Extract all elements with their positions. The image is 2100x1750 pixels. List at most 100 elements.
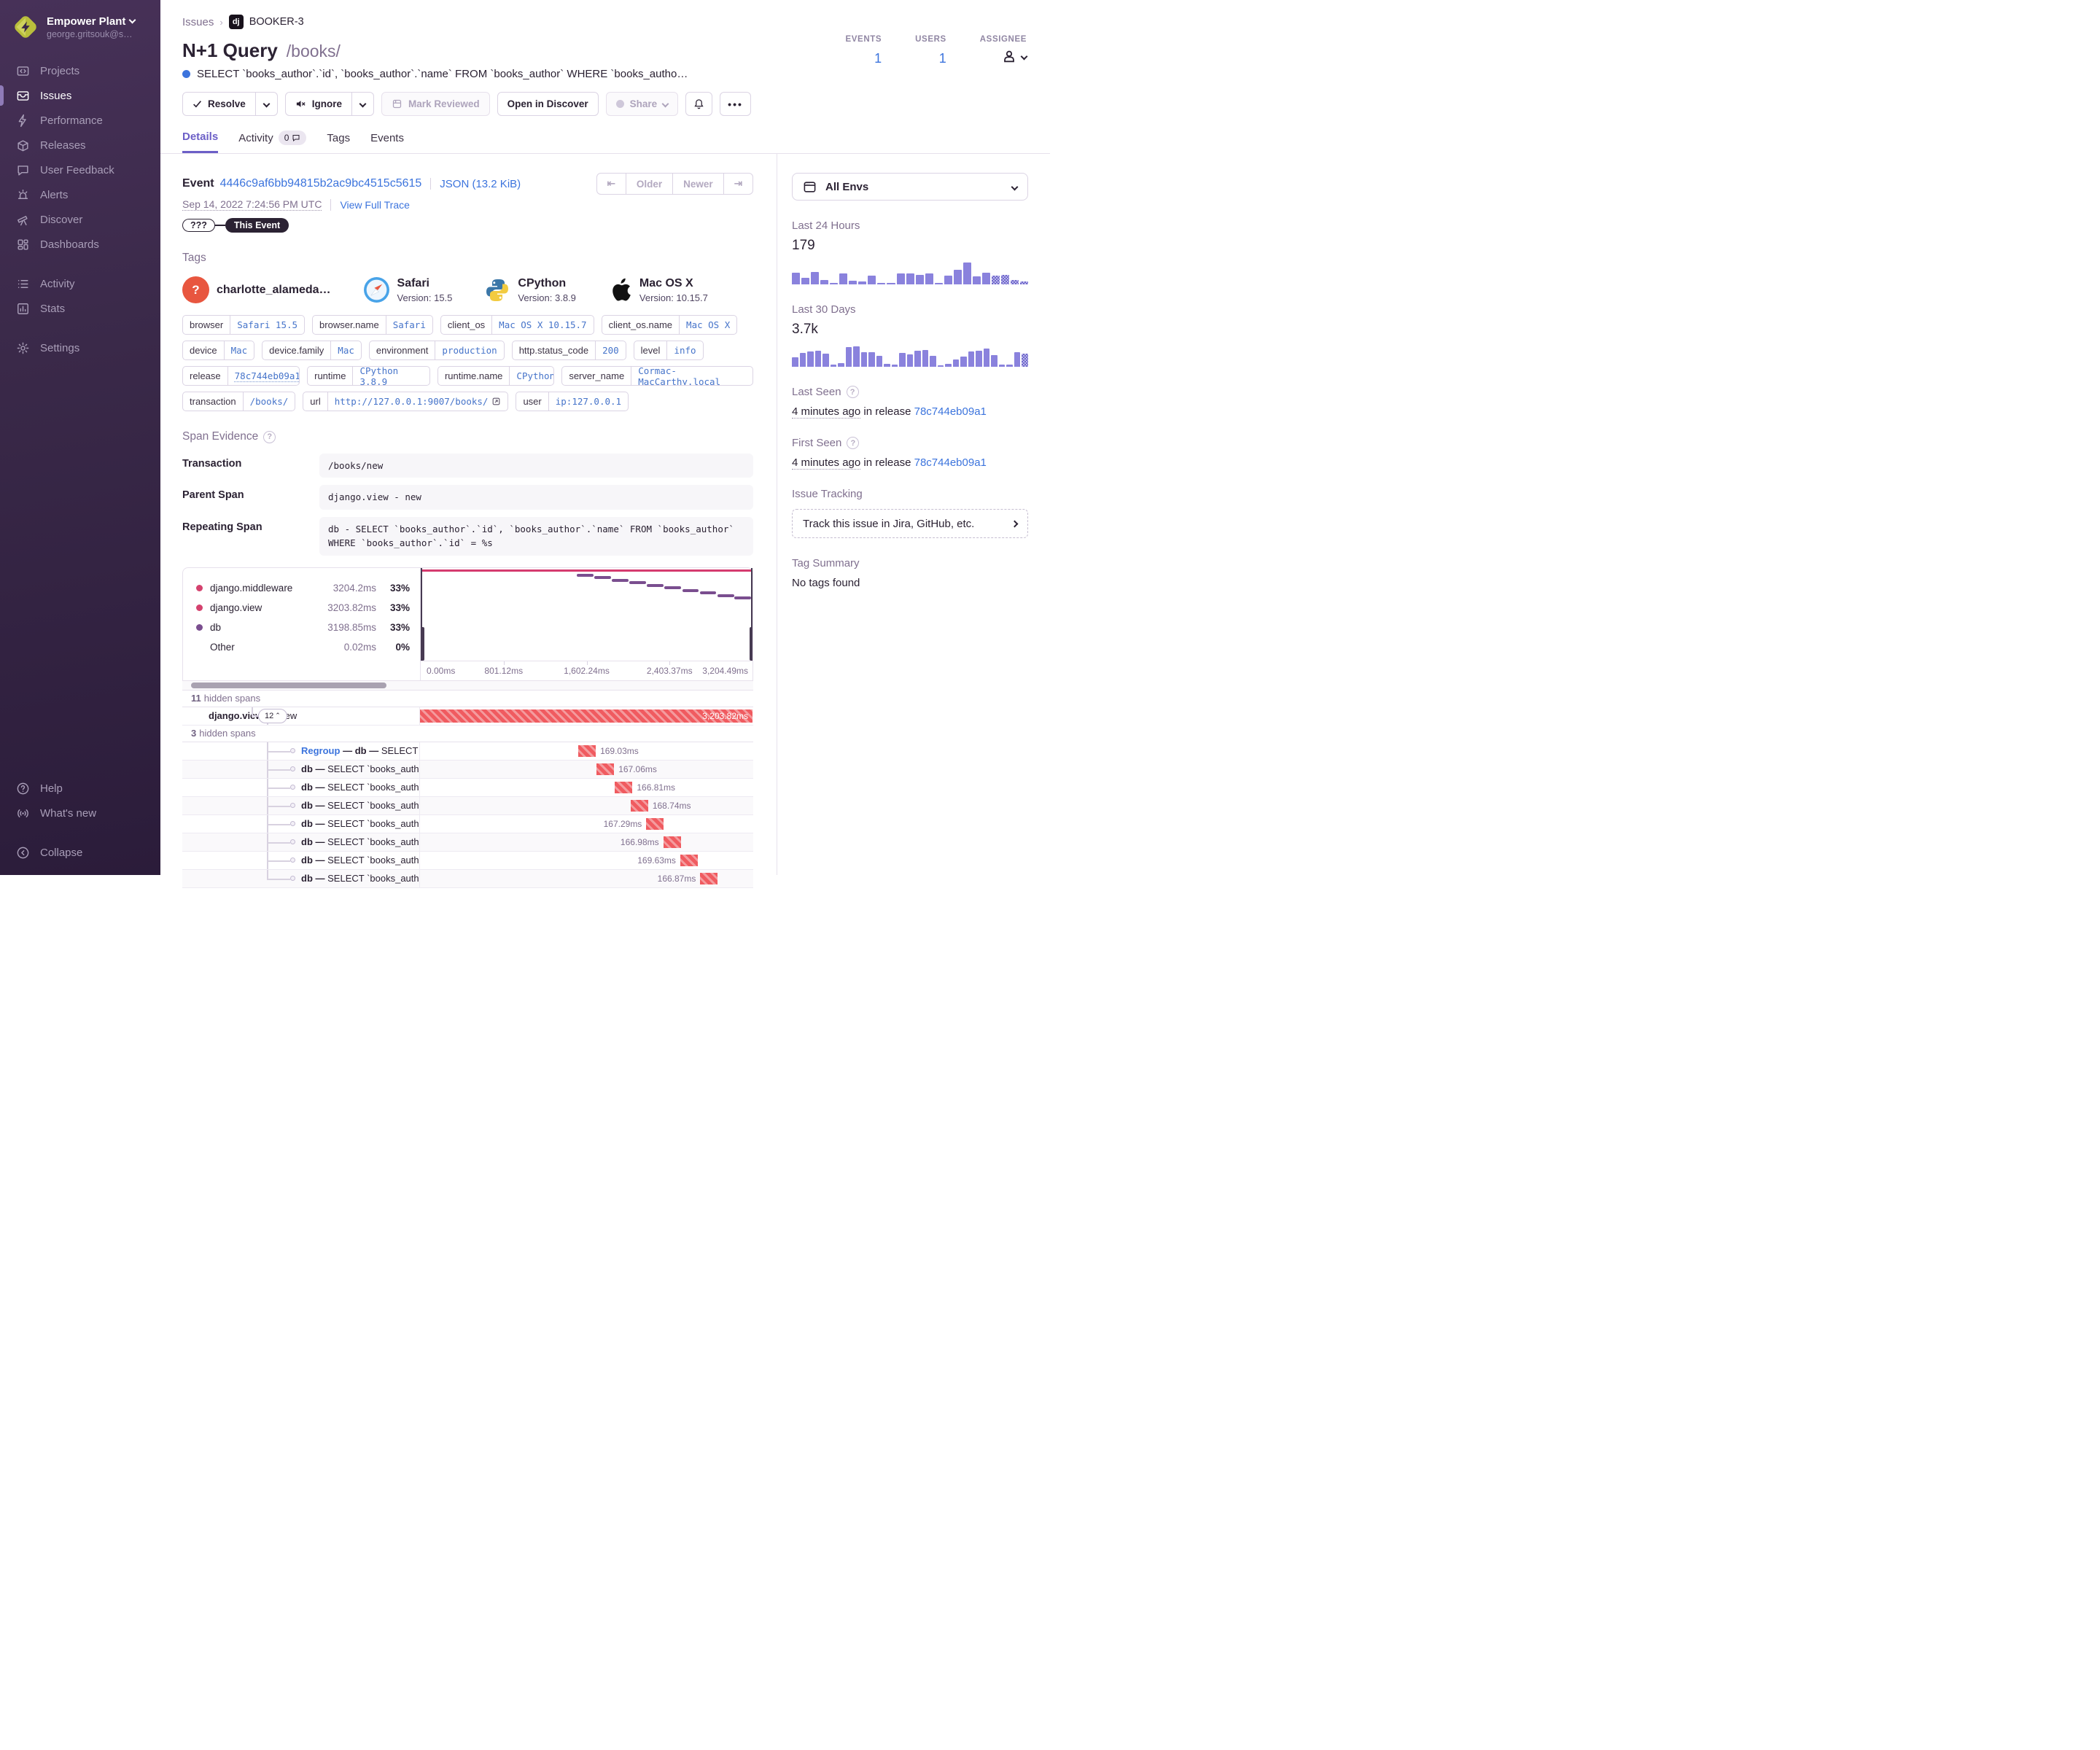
- tag-pill-browser.name[interactable]: browser.name Safari: [312, 315, 433, 335]
- tag-pill-device[interactable]: device Mac: [182, 341, 255, 360]
- resolve-button[interactable]: Resolve: [182, 92, 256, 116]
- featured-tag-user[interactable]: ? charlotte_alameda…: [182, 276, 331, 303]
- hidden-spans-row[interactable]: 11 hidden spans: [182, 691, 753, 707]
- tag-value[interactable]: production: [435, 341, 503, 359]
- span-duration-bar[interactable]: [680, 854, 698, 866]
- tag-pill-runtime.name[interactable]: runtime.name CPython: [437, 366, 555, 386]
- sidebar-item-discover[interactable]: Discover: [0, 207, 160, 232]
- tag-pill-http.status_code[interactable]: http.status_code 200: [511, 341, 626, 360]
- sidebar-item-issues[interactable]: Issues: [0, 83, 160, 108]
- json-download-link[interactable]: JSON (13.2 KiB): [440, 177, 521, 190]
- regroup-link[interactable]: Regroup: [301, 745, 341, 756]
- help-circle-icon[interactable]: ?: [846, 386, 859, 398]
- span-duration-bar[interactable]: [578, 744, 596, 757]
- span-row[interactable]: db — SELECT `books_author` 168.74ms: [182, 796, 753, 815]
- tag-pill-runtime[interactable]: runtime CPython 3.8.9: [307, 366, 430, 386]
- environment-select[interactable]: All Envs: [792, 173, 1028, 201]
- tab-details[interactable]: Details: [182, 131, 219, 153]
- tab-activity[interactable]: Activity 0: [238, 131, 307, 153]
- subscribe-bell-button[interactable]: [685, 92, 713, 116]
- hidden-spans-row[interactable]: 3 hidden spans: [182, 726, 753, 742]
- tab-tags[interactable]: Tags: [327, 131, 351, 144]
- more-actions-button[interactable]: •••: [720, 92, 751, 116]
- span-collapse-pill[interactable]: 12 ⌃: [258, 708, 287, 723]
- featured-tag-mac-os-x[interactable]: Mac OS X Version: 10.15.7: [608, 276, 708, 303]
- sidebar-item-collapse[interactable]: Collapse: [0, 840, 160, 865]
- span-row[interactable]: db — SELECT `books_author` 166.87ms: [182, 869, 753, 888]
- span-duration-bar[interactable]: [700, 872, 718, 884]
- tag-value[interactable]: Mac: [223, 341, 254, 359]
- tag-pill-client_os.name[interactable]: client_os.name Mac OS X: [601, 315, 738, 335]
- oldest-event-button[interactable]: ⇤: [597, 174, 626, 194]
- tag-pill-release[interactable]: release 78c744eb09a1: [182, 366, 300, 386]
- tag-value[interactable]: /books/: [242, 392, 295, 411]
- sidebar-item-alerts[interactable]: Alerts: [0, 182, 160, 207]
- sidebar-item-stats[interactable]: Stats: [0, 296, 160, 321]
- newest-event-button[interactable]: ⇥: [734, 178, 742, 189]
- release-link[interactable]: 78c744eb09a1: [914, 456, 987, 469]
- tag-value[interactable]: Mac OS X: [679, 316, 736, 334]
- sidebar-item-releases[interactable]: Releases: [0, 133, 160, 158]
- featured-tag-cpython[interactable]: CPython Version: 3.8.9: [484, 277, 576, 303]
- parent-span-bar[interactable]: 3,203.82ms: [420, 709, 752, 723]
- tag-value[interactable]: CPython: [509, 367, 553, 385]
- mark-reviewed-button[interactable]: Mark Reviewed: [381, 92, 490, 116]
- tag-value[interactable]: Mac: [330, 341, 361, 359]
- tag-pill-device.family[interactable]: device.family Mac: [262, 341, 362, 360]
- tag-value[interactable]: 78c744eb09a1: [227, 367, 299, 385]
- sidebar-item-projects[interactable]: Projects: [0, 58, 160, 83]
- tag-pill-transaction[interactable]: transaction /books/: [182, 392, 296, 411]
- tag-pill-client_os[interactable]: client_os Mac OS X 10.15.7: [440, 315, 594, 335]
- sidebar-item-performance[interactable]: Performance: [0, 108, 160, 133]
- tag-value[interactable]: info: [666, 341, 702, 359]
- tag-pill-server_name[interactable]: server_name Cormac-MacCarthy.local: [561, 366, 753, 386]
- span-row[interactable]: db — SELECT `books_author` 167.29ms: [182, 814, 753, 833]
- assignee-dropdown[interactable]: [980, 48, 1028, 64]
- share-button[interactable]: Share: [605, 92, 679, 116]
- help-circle-icon[interactable]: ?: [847, 437, 860, 449]
- minimap-left-handle[interactable]: [421, 567, 424, 661]
- featured-tag-safari[interactable]: Safari Version: 15.5: [363, 276, 452, 303]
- span-duration-bar[interactable]: [630, 799, 648, 812]
- span-duration-bar[interactable]: [663, 836, 681, 848]
- tag-pill-browser[interactable]: browser Safari 15.5: [182, 315, 306, 335]
- span-row[interactable]: db — SELECT `books_author` 166.81ms: [182, 778, 753, 797]
- span-tree-scrollbar[interactable]: [191, 682, 386, 688]
- sidebar-item-activity[interactable]: Activity: [0, 271, 160, 296]
- ignore-button[interactable]: Ignore: [284, 92, 353, 116]
- span-row[interactable]: db — SELECT `books_author` 167.06ms: [182, 760, 753, 779]
- release-link[interactable]: 78c744eb09a1: [914, 405, 987, 418]
- tag-pill-url[interactable]: url http://127.0.0.1:9007/books/: [303, 392, 509, 411]
- tab-events[interactable]: Events: [370, 131, 404, 144]
- breadcrumb-issues-link[interactable]: Issues: [182, 15, 214, 28]
- tag-value[interactable]: ip:127.0.0.1: [548, 392, 628, 411]
- span-duration-bar[interactable]: [596, 763, 615, 775]
- sidebar-item-user-feedback[interactable]: User Feedback: [0, 158, 160, 182]
- event-id-link[interactable]: 4446c9af6bb94815b2ac9bc4515c5615: [219, 177, 422, 190]
- newer-event-button[interactable]: Newer: [673, 174, 724, 194]
- sidebar-item-dashboards[interactable]: Dashboards: [0, 232, 160, 257]
- span-row[interactable]: db — SELECT `books_author` 166.98ms: [182, 833, 753, 852]
- this-event-pill[interactable]: This Event: [225, 218, 289, 233]
- span-row[interactable]: db — SELECT `books_author` 169.63ms: [182, 851, 753, 870]
- events-count[interactable]: 1: [874, 51, 882, 66]
- span-duration-bar[interactable]: [615, 781, 633, 793]
- open-in-discover-button[interactable]: Open in Discover: [497, 92, 599, 116]
- tag-value[interactable]: Safari: [385, 316, 432, 334]
- tag-value[interactable]: Safari 15.5: [230, 316, 304, 334]
- span-duration-bar[interactable]: [646, 817, 664, 830]
- org-switcher[interactable]: Empower Plant george.gritsouk@s…: [0, 13, 160, 51]
- tag-pill-environment[interactable]: environment production: [368, 341, 505, 360]
- breadcrumb-project[interactable]: BOOKER-3: [249, 16, 304, 28]
- older-event-button[interactable]: Older: [626, 174, 674, 194]
- tag-value[interactable]: Mac OS X 10.15.7: [491, 316, 593, 334]
- users-count[interactable]: 1: [938, 51, 946, 66]
- tag-value[interactable]: http://127.0.0.1:9007/books/: [327, 392, 508, 411]
- sidebar-item-help[interactable]: Help: [0, 776, 160, 801]
- ignore-dropdown-button[interactable]: [352, 92, 375, 116]
- waterfall-minimap[interactable]: [421, 567, 752, 661]
- tag-value[interactable]: Cormac-MacCarthy.local: [631, 367, 752, 385]
- help-circle-icon[interactable]: ?: [263, 430, 276, 443]
- view-full-trace-link[interactable]: View Full Trace: [340, 198, 410, 211]
- span-row[interactable]: Regroup — db — SELECT `boo 169.03ms: [182, 742, 753, 761]
